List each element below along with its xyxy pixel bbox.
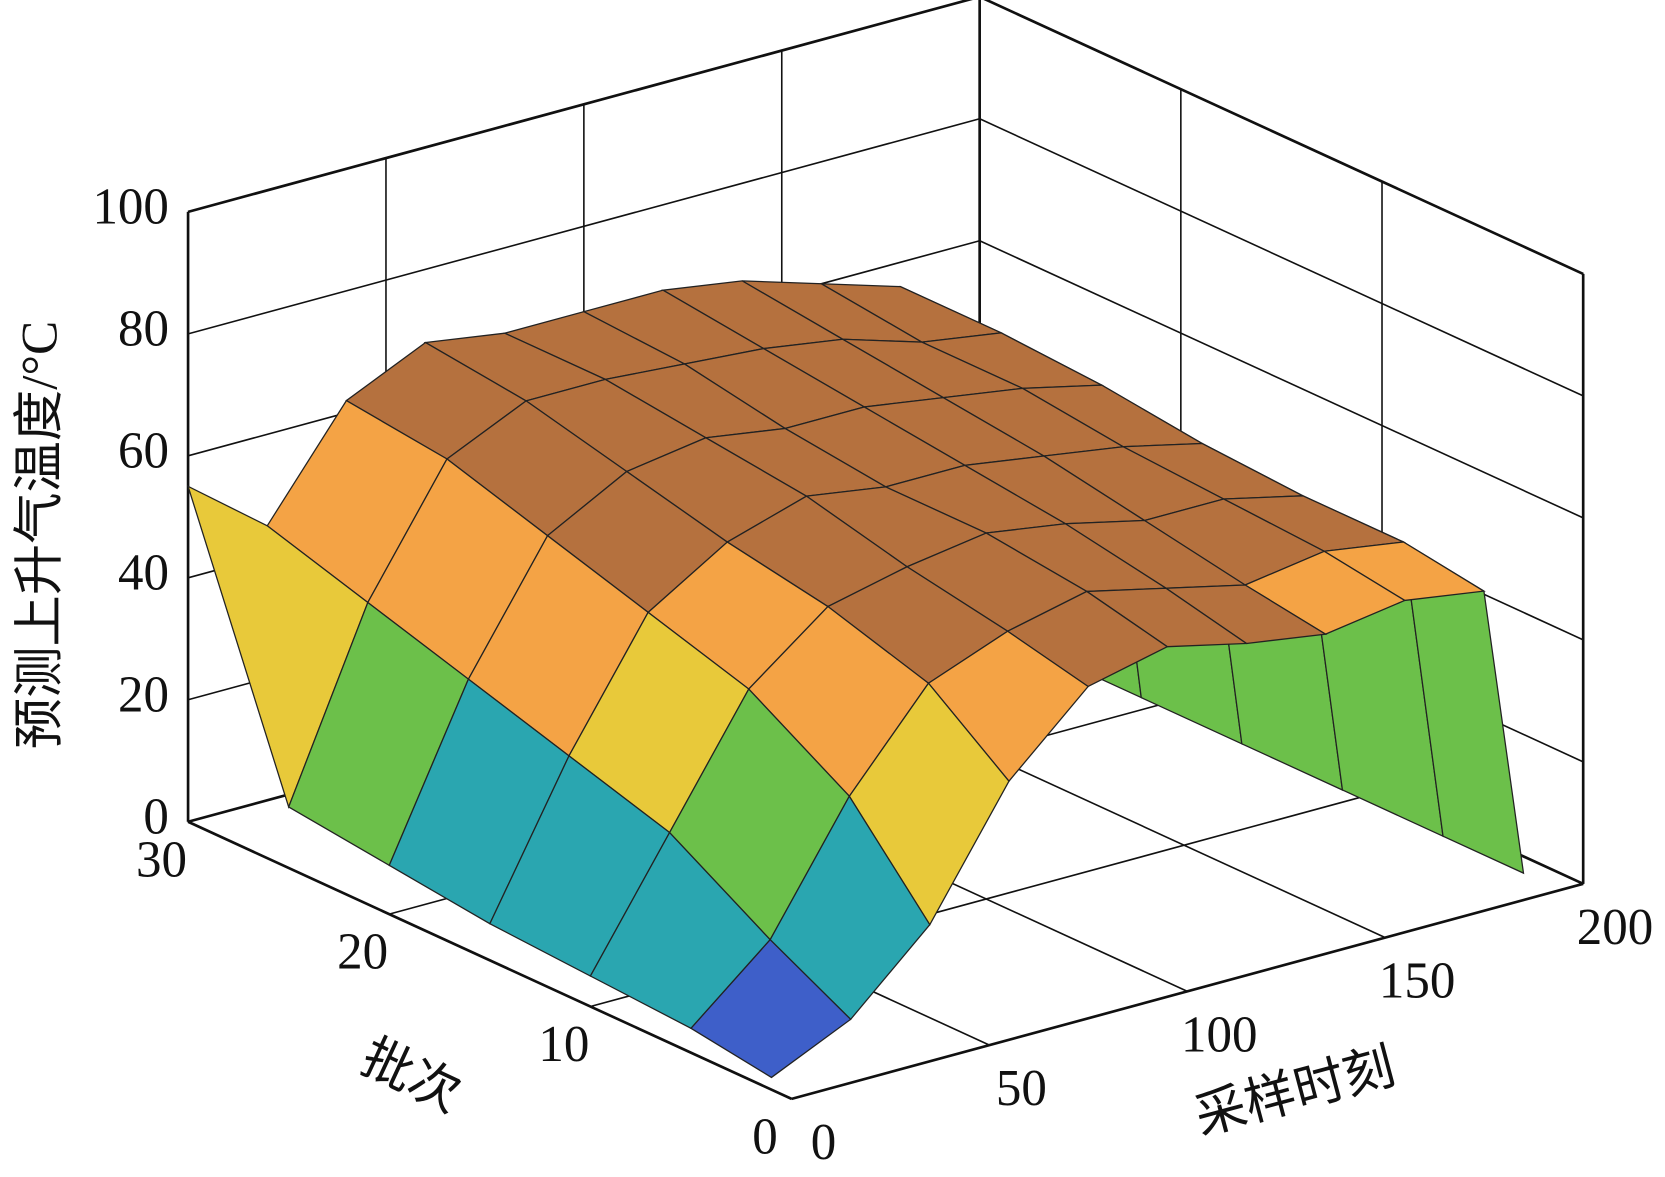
x-tick-label: 150	[1379, 952, 1455, 1009]
z-tick-label: 0	[143, 788, 169, 845]
z-tick-label: 40	[118, 544, 169, 601]
z-tick-label: 80	[118, 300, 169, 357]
x-tick-label: 0	[811, 1114, 837, 1171]
z-tick-label: 60	[118, 422, 169, 479]
surface-patch	[690, 938, 852, 1079]
y-tick-label: 0	[752, 1108, 778, 1165]
z-tick-label: 20	[118, 666, 169, 723]
grid-line	[187, 821, 792, 1100]
grid-line	[984, 0, 1584, 275]
grid-line	[979, 118, 1584, 397]
x-tick-label: 100	[1181, 1006, 1257, 1063]
x-tick-label: 50	[996, 1060, 1047, 1117]
grid-line	[791, 883, 1584, 1100]
grid-line	[979, 240, 1584, 519]
y-tick-label: 20	[337, 924, 388, 981]
z-axis-label: 预测上升气温度/°C	[11, 321, 68, 750]
y-tick-label: 10	[538, 1016, 589, 1073]
z-tick-label: 100	[92, 178, 168, 235]
y-tick-label: 30	[136, 831, 187, 888]
x-tick-label: 200	[1577, 899, 1653, 956]
y-axis-label: 批次	[353, 1029, 469, 1124]
